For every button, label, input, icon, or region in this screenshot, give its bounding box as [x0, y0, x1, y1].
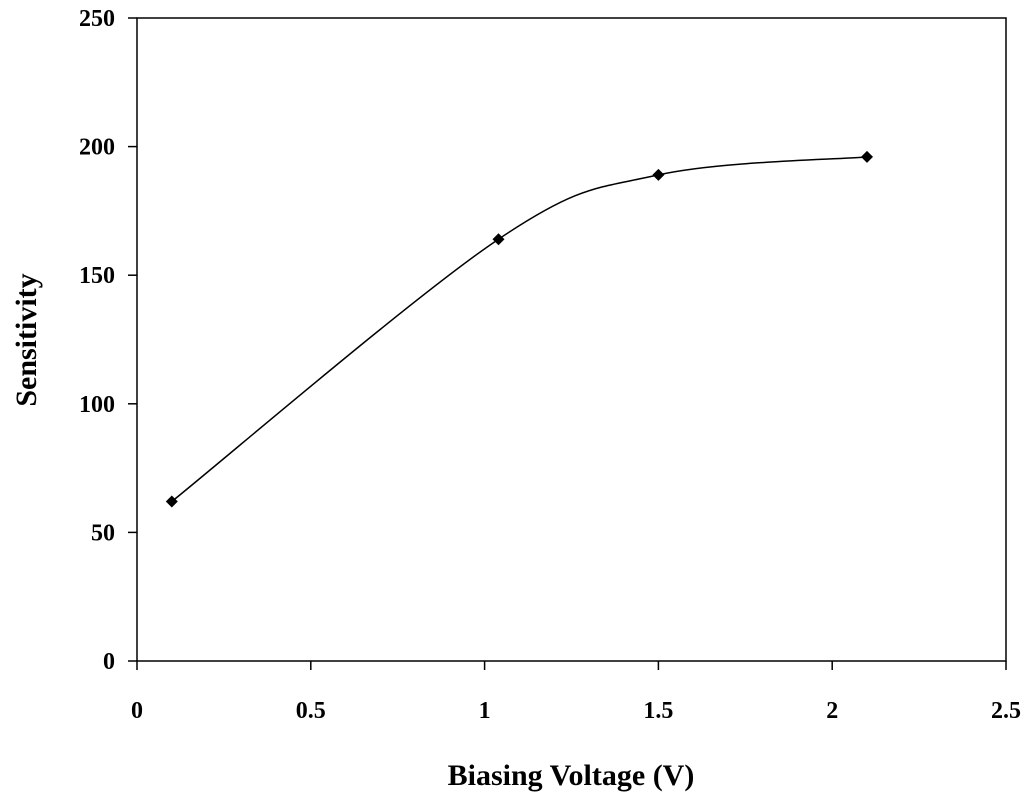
y-tick-label: 250 — [79, 6, 115, 32]
x-tick-label: 0.5 — [296, 698, 326, 724]
data-point-marker — [861, 150, 873, 163]
x-tick-label: 1.5 — [643, 698, 673, 724]
y-axis-ticks: 0 50 100 150 200 250 — [79, 6, 137, 675]
y-tick-label: 50 — [91, 520, 115, 546]
x-tick-label: 2.5 — [991, 698, 1021, 724]
y-tick-label: 0 — [103, 649, 115, 675]
plot-area — [136, 17, 1007, 662]
data-point-marker — [492, 233, 505, 246]
y-axis-title: Sensitivity — [10, 273, 43, 406]
x-axis-ticks: 0 0.5 1 1.5 2 2.5 — [131, 661, 1021, 724]
data-point-marker — [652, 168, 665, 181]
y-tick-label: 200 — [79, 135, 115, 161]
x-tick-label: 0 — [131, 698, 143, 724]
y-tick-label: 100 — [79, 392, 115, 418]
x-tick-label: 2 — [826, 698, 838, 724]
x-axis-title: Biasing Voltage (V) — [448, 759, 695, 792]
y-tick-label: 150 — [79, 263, 115, 289]
data-point-marker — [165, 495, 178, 508]
data-markers — [165, 150, 873, 508]
x-tick-label: 1 — [479, 698, 491, 724]
series-line — [171, 156, 868, 503]
